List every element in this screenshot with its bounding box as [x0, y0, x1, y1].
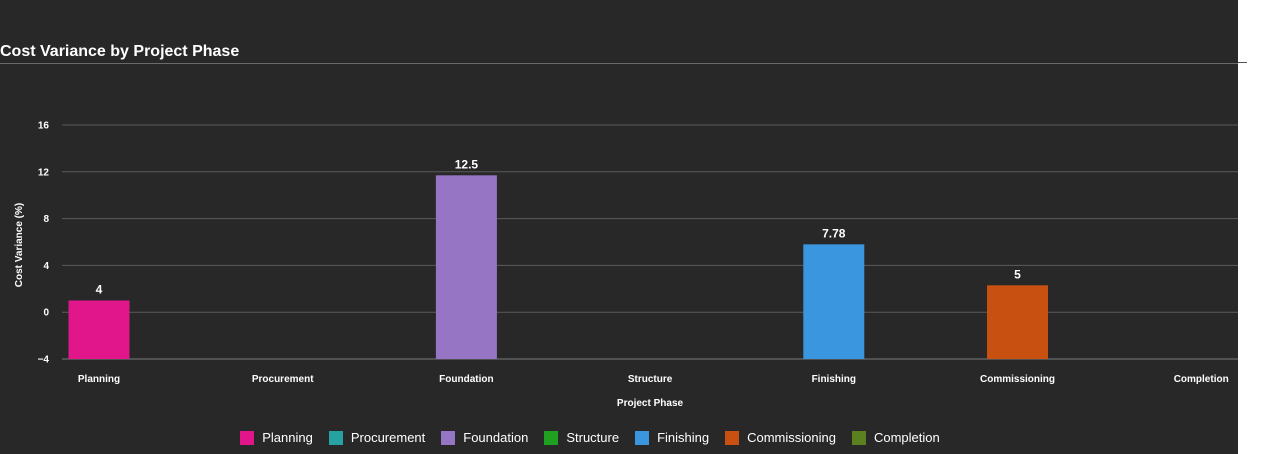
legend-label: Foundation — [463, 430, 529, 445]
title-divider — [0, 63, 1238, 64]
data-label-commissioning: 5 — [1014, 267, 1021, 281]
legend-swatch — [851, 430, 866, 445]
legend-item-finishing[interactable]: Finishing — [635, 430, 709, 445]
bar-chart: −4 0 4 8 12 16 4 12.5 7.78 5 Planning Procurement… — [14, 121, 1238, 409]
bar-finishing — [803, 244, 865, 359]
legend-swatch — [544, 430, 559, 445]
legend-label: Procurement — [350, 430, 426, 445]
y-tick-label: 4 — [43, 261, 49, 272]
y-tick-label: 12 — [38, 167, 50, 178]
legend: Planning Procurement Foundation Structure Fi… — [0, 430, 1180, 445]
y-tick-label: −4 — [38, 355, 50, 366]
y-tick-label: 0 — [43, 308, 49, 319]
legend-item-planning[interactable]: Planning — [240, 430, 313, 445]
x-axis-title: Project Phase — [617, 398, 684, 409]
y-tick-label: 8 — [43, 214, 49, 225]
legend-item-commissioning[interactable]: Commissioning — [725, 430, 836, 445]
x-tick-label: Foundation — [439, 374, 493, 385]
bar-planning — [68, 300, 130, 359]
gridlines — [62, 124, 1238, 360]
chart-panel: Cost Variance by Project Phase −4 0 4 8 12 16… — [0, 0, 1238, 454]
legend-swatch — [240, 430, 255, 445]
x-tick-label: Finishing — [812, 374, 856, 385]
x-tick-label: Completion — [1174, 374, 1229, 385]
x-tick-label: Commissioning — [980, 374, 1055, 385]
data-label-foundation: 12.5 — [455, 157, 479, 171]
y-tick-label: 16 — [38, 121, 50, 132]
legend-label: Finishing — [657, 430, 710, 445]
x-axis-ticks: Planning Procurement Foundation Structure Fi… — [78, 374, 1229, 385]
legend-item-structure[interactable]: Structure — [544, 430, 619, 445]
bar-commissioning — [987, 285, 1048, 359]
y-axis-title: Cost Variance (%) — [14, 203, 25, 287]
chart-title: Cost Variance by Project Phase — [0, 43, 240, 60]
legend-item-completion[interactable]: Completion — [851, 430, 940, 445]
bar-foundation — [435, 175, 497, 359]
legend-item-procurement[interactable]: Procurement — [328, 430, 426, 445]
y-axis-ticks: −4 0 4 8 12 16 — [38, 121, 50, 366]
legend-label: Structure — [566, 430, 620, 445]
data-label-planning: 4 — [96, 283, 103, 297]
legend-swatch — [328, 430, 343, 445]
legend-label: Planning — [262, 430, 313, 445]
x-tick-label: Planning — [78, 374, 120, 385]
legend-swatch — [725, 430, 740, 445]
x-tick-label: Structure — [628, 374, 673, 385]
data-label-finishing: 7.78 — [822, 226, 846, 240]
legend-item-foundation[interactable]: Foundation — [441, 430, 528, 445]
bars — [68, 175, 1048, 359]
edge-marker — [1238, 62, 1247, 63]
legend-swatch — [635, 430, 650, 445]
x-tick-label: Procurement — [252, 374, 314, 385]
data-labels: 4 12.5 7.78 5 — [96, 157, 1022, 296]
legend-swatch — [441, 430, 456, 445]
legend-label: Completion — [873, 430, 940, 445]
legend-label: Commissioning — [747, 430, 836, 445]
